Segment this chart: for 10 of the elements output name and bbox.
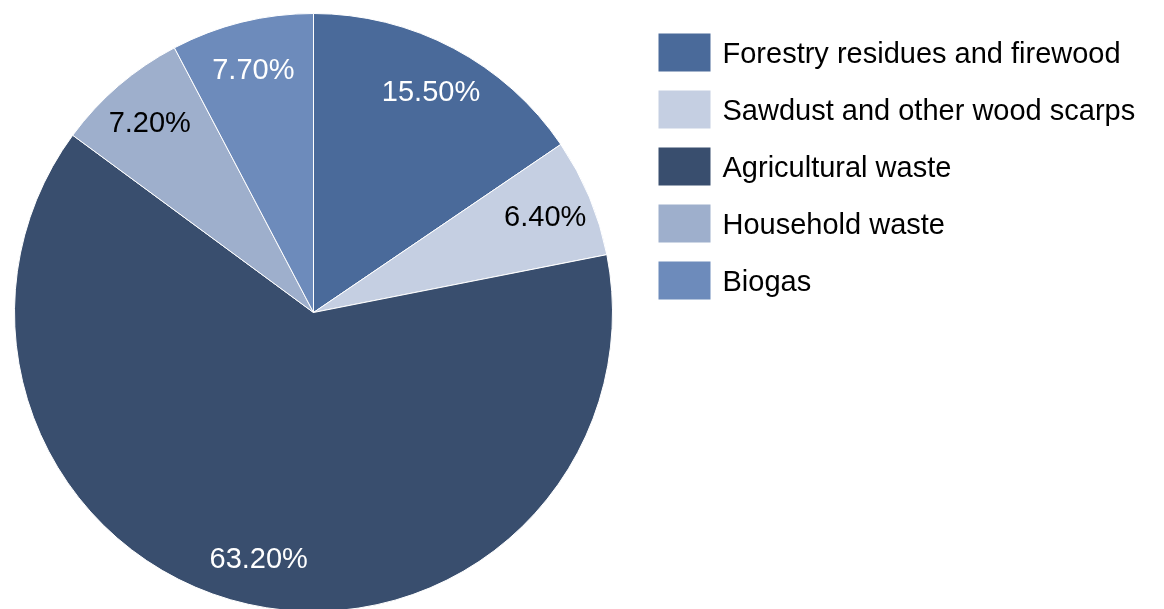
data-label: 7.20% bbox=[108, 106, 191, 139]
data-label: 15.50% bbox=[381, 74, 481, 107]
data-label: 7.70% bbox=[212, 52, 295, 85]
data-label: 6.40% bbox=[504, 199, 587, 232]
legend-label: Household waste bbox=[722, 207, 945, 240]
legend-label: Biogas bbox=[722, 264, 812, 297]
legend-label: Forestry residues and firewood bbox=[722, 36, 1121, 69]
data-label: 63.20% bbox=[209, 541, 308, 574]
legend-label: Agricultural waste bbox=[722, 150, 952, 183]
legend-label: Sawdust and other wood scarps bbox=[722, 93, 1136, 126]
